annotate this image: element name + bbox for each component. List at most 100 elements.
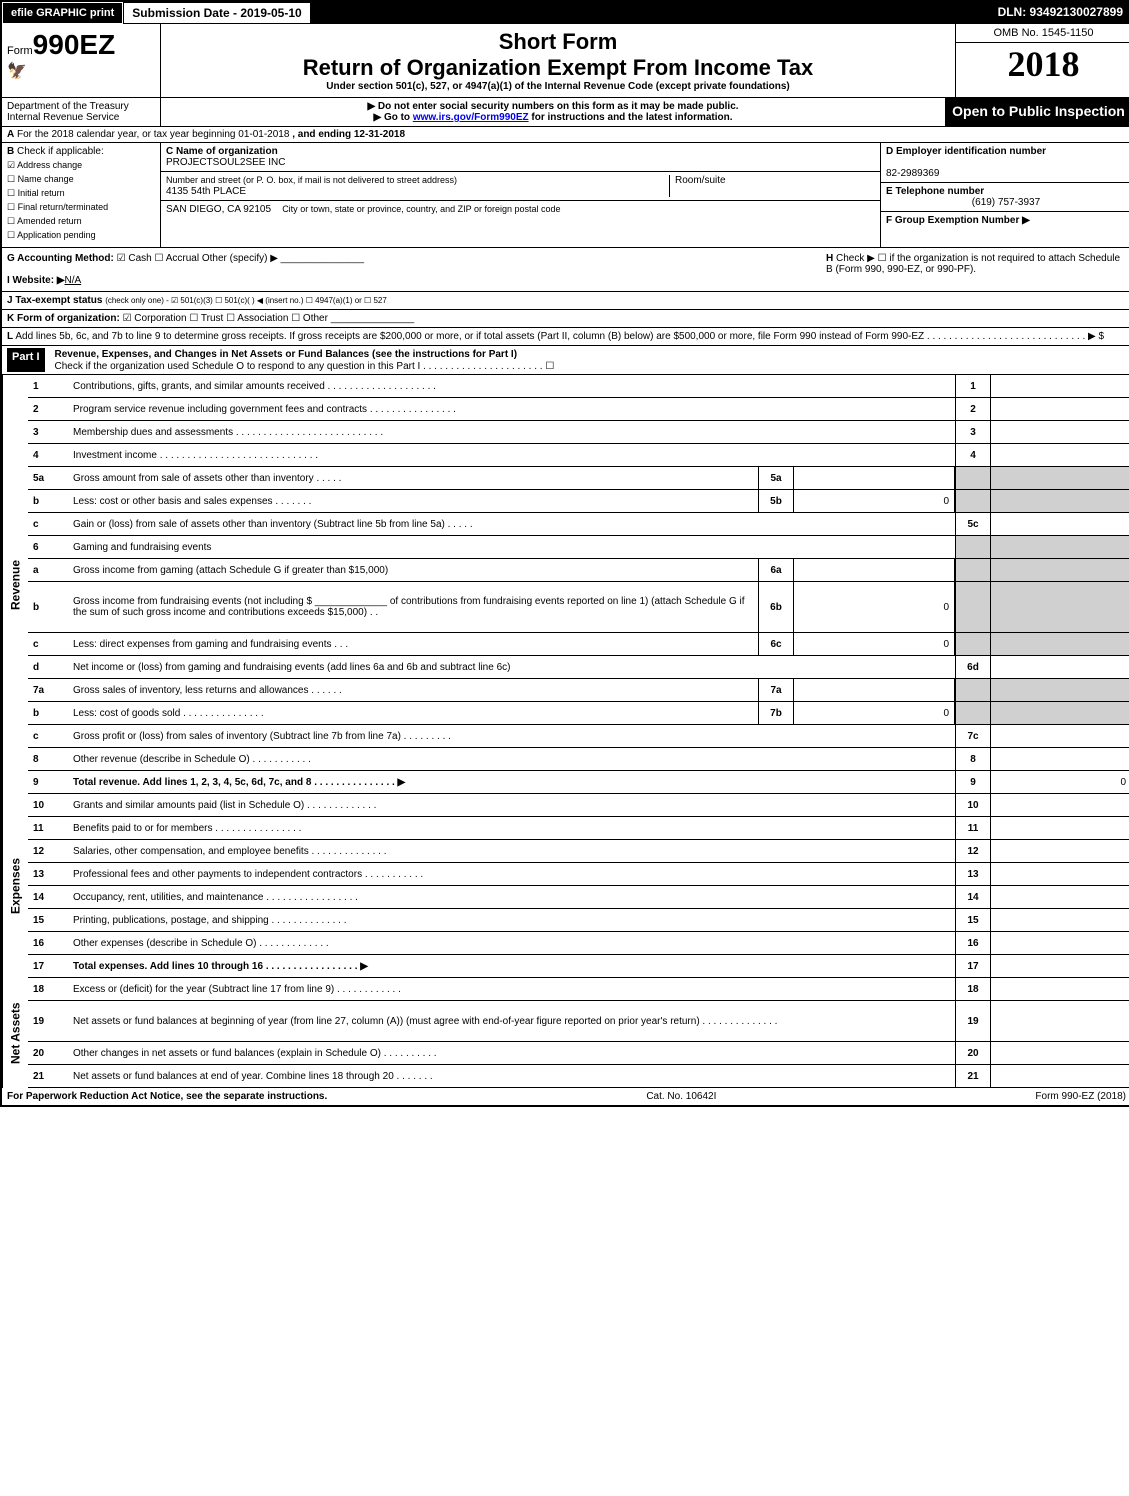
phone-label: E Telephone number (886, 186, 984, 197)
form-container: efile GRAPHIC print Submission Date - 20… (0, 0, 1129, 1107)
room-suite: Room/suite (670, 175, 875, 197)
dept-treasury: Department of the Treasury (7, 101, 155, 112)
org-addr-box: Number and street (or P. O. box, if mail… (161, 172, 880, 201)
line-13: 13Professional fees and other payments t… (28, 863, 1129, 886)
addr-left: Number and street (or P. O. box, if mail… (166, 175, 670, 197)
under-section-text: Under section 501(c), 527, or 4947(a)(1)… (166, 81, 950, 92)
footer-row: For Paperwork Reduction Act Notice, see … (2, 1088, 1129, 1105)
line-12: 12Salaries, other compensation, and empl… (28, 840, 1129, 863)
footer-center: Cat. No. 10642I (646, 1091, 716, 1102)
line-15: 15Printing, publications, postage, and s… (28, 909, 1129, 932)
line-8: 8Other revenue (describe in Schedule O) … (28, 748, 1129, 771)
form-prefix: Form (7, 45, 33, 57)
section-e: E Telephone number (619) 757-3937 (881, 183, 1129, 212)
city-label: City or town, state or province, country… (282, 204, 560, 214)
ein-label: D Employer identification number (886, 146, 1046, 157)
group-exempt-label: F Group Exemption Number ▶ (886, 215, 1030, 226)
notice-ssn: ▶ Do not enter social security numbers o… (164, 101, 942, 112)
tax-year: 2018 (956, 43, 1129, 85)
dept-row: Department of the Treasury Internal Reve… (2, 98, 1129, 127)
part1-title: Revenue, Expenses, and Changes in Net As… (55, 349, 518, 360)
section-h: H Check ▶ ☐ if the organization is not r… (826, 253, 1126, 286)
line-4: 4Investment income . . . . . . . . . . .… (28, 444, 1129, 467)
section-d: D Employer identification number 82-2989… (881, 143, 1129, 183)
org-name-box: C Name of organization PROJECTSOUL2SEE I… (161, 143, 880, 172)
revenue-label: Revenue (2, 375, 28, 794)
checkbox-initial-return[interactable]: ☐ Initial return (7, 188, 155, 199)
j-label: J Tax-exempt status (7, 295, 102, 306)
checkbox-pending[interactable]: ☐ Application pending (7, 230, 155, 241)
omb-number: OMB No. 1545-1150 (956, 24, 1129, 43)
section-j: J Tax-exempt status (check only one) - ☑… (2, 292, 1129, 310)
line-9: 9Total revenue. Add lines 1, 2, 3, 4, 5c… (28, 771, 1129, 794)
notice-cell: ▶ Do not enter social security numbers o… (161, 98, 945, 126)
efile-print-button[interactable]: efile GRAPHIC print (2, 2, 123, 24)
line-7a: 7aGross sales of inventory, less returns… (28, 679, 1129, 702)
return-title: Return of Organization Exempt From Incom… (166, 55, 950, 81)
line-18: 18Excess or (deficit) for the year (Subt… (28, 978, 1129, 1001)
footer-right: Form 990-EZ (2018) (1035, 1091, 1126, 1102)
section-c: C Name of organization PROJECTSOUL2SEE I… (161, 143, 880, 247)
addr-value: 4135 54th PLACE (166, 186, 246, 197)
section-b-check: Check if applicable: (17, 146, 104, 157)
line-6b: bGross income from fundraising events (n… (28, 582, 1129, 633)
dept-cell: Department of the Treasury Internal Reve… (2, 98, 161, 126)
h-text: Check ▶ ☐ if the organization is not req… (826, 253, 1120, 275)
section-g: G Accounting Method: ☑ Cash ☐ Accrual Ot… (7, 253, 826, 286)
org-name-label: C Name of organization (166, 146, 278, 157)
revenue-rows: 1Contributions, gifts, grants, and simil… (28, 375, 1129, 794)
line-2: 2Program service revenue including gover… (28, 398, 1129, 421)
notice-link: ▶ Go to www.irs.gov/Form990EZ for instru… (164, 112, 942, 123)
i-label: I Website: ▶ (7, 275, 65, 286)
dln-number: DLN: 93492130027899 (990, 2, 1129, 24)
right-header: OMB No. 1545-1150 2018 (955, 24, 1129, 97)
expenses-rows: 10Grants and similar amounts paid (list … (28, 794, 1129, 978)
line-a-ending: , and ending 12-31-2018 (292, 129, 405, 140)
line-6: 6Gaming and fundraising events (28, 536, 1129, 559)
top-bar-left: efile GRAPHIC print Submission Date - 20… (2, 2, 311, 24)
website-value: N/A (65, 275, 82, 286)
line-11: 11Benefits paid to or for members . . . … (28, 817, 1129, 840)
top-bar: efile GRAPHIC print Submission Date - 20… (2, 2, 1129, 24)
checkbox-address-change[interactable]: ☑ Address change (7, 160, 155, 171)
form-number: 990EZ (33, 29, 116, 60)
short-form-title: Short Form (166, 29, 950, 55)
j-text: (check only one) - ☑ 501(c)(3) ☐ 501(c)(… (105, 296, 387, 305)
submission-date: Submission Date - 2019-05-10 (123, 2, 310, 24)
line-14: 14Occupancy, rent, utilities, and mainte… (28, 886, 1129, 909)
section-l: L Add lines 5b, 6c, and 7b to line 9 to … (2, 328, 1129, 346)
line-16: 16Other expenses (describe in Schedule O… (28, 932, 1129, 955)
k-text: ☑ Corporation ☐ Trust ☐ Association ☐ Ot… (123, 313, 328, 324)
l-label: L (7, 331, 13, 342)
section-b-label: B (7, 146, 14, 157)
line-7b: bLess: cost of goods sold . . . . . . . … (28, 702, 1129, 725)
checkbox-amended[interactable]: ☐ Amended return (7, 216, 155, 227)
inspection-box: Open to Public Inspection (945, 98, 1129, 126)
section-f: F Group Exemption Number ▶ (881, 212, 1129, 229)
checkbox-final-return[interactable]: ☐ Final return/terminated (7, 202, 155, 213)
part1-label: Part I (7, 348, 45, 372)
part1-header-row: Part I Revenue, Expenses, and Changes in… (2, 346, 1129, 375)
phone-value: (619) 757-3937 (886, 197, 1126, 208)
dept-irs: Internal Revenue Service (7, 112, 155, 123)
k-label: K Form of organization: (7, 313, 120, 324)
irs-link[interactable]: www.irs.gov/Form990EZ (413, 112, 529, 123)
row-g-h: G Accounting Method: ☑ Cash ☐ Accrual Ot… (2, 248, 1129, 292)
header-section: Form990EZ 🦅 Short Form Return of Organiz… (2, 24, 1129, 98)
form-number-cell: Form990EZ 🦅 (2, 24, 161, 97)
line-5b: bLess: cost or other basis and sales exp… (28, 490, 1129, 513)
line-21: 21Net assets or fund balances at end of … (28, 1065, 1129, 1088)
line-1: 1Contributions, gifts, grants, and simil… (28, 375, 1129, 398)
line-20: 20Other changes in net assets or fund ba… (28, 1042, 1129, 1065)
expenses-label: Expenses (2, 794, 28, 978)
addr-label: Number and street (or P. O. box, if mail… (166, 175, 457, 185)
line-6d: dNet income or (loss) from gaming and fu… (28, 656, 1129, 679)
section-k: K Form of organization: ☑ Corporation ☐ … (2, 310, 1129, 328)
line-10: 10Grants and similar amounts paid (list … (28, 794, 1129, 817)
netassets-rows: 18Excess or (deficit) for the year (Subt… (28, 978, 1129, 1088)
title-cell: Short Form Return of Organization Exempt… (161, 24, 955, 97)
expenses-section: Expenses 10Grants and similar amounts pa… (2, 794, 1129, 978)
section-b-c-d-e-f: B Check if applicable: ☑ Address change … (2, 143, 1129, 248)
checkbox-name-change[interactable]: ☐ Name change (7, 174, 155, 185)
line-6a: aGross income from gaming (attach Schedu… (28, 559, 1129, 582)
